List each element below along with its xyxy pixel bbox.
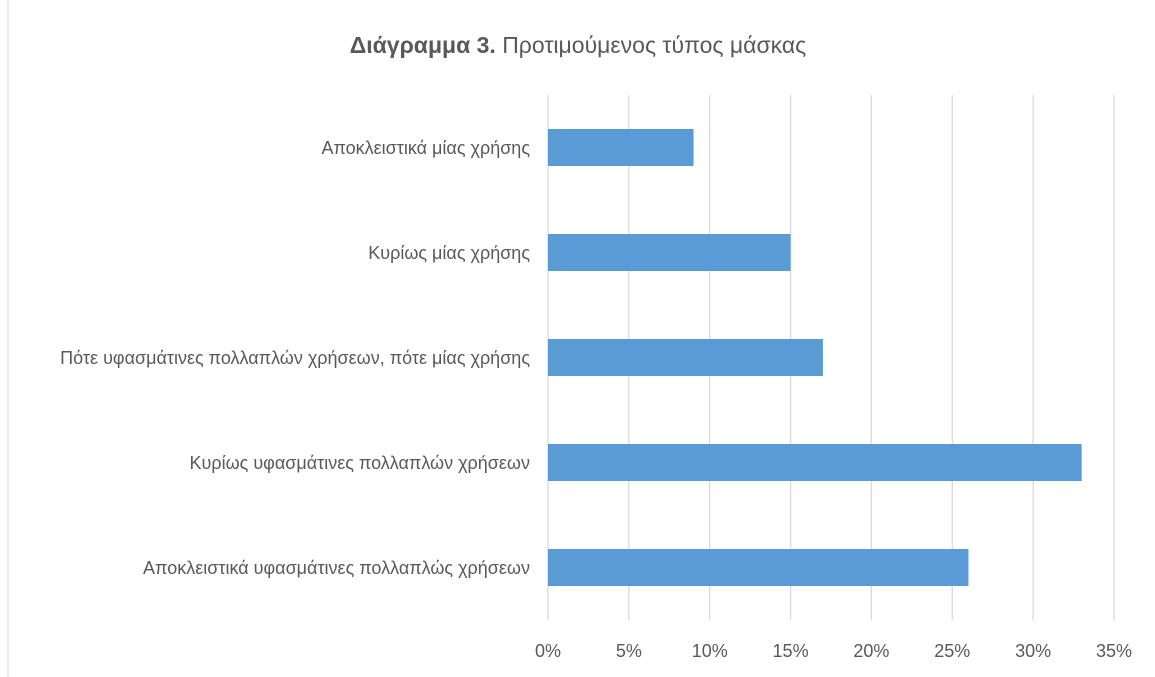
bar <box>548 129 694 166</box>
title-text: Προτιμούμενος τύπος μάσκας <box>502 32 806 58</box>
title-bold: Διάγραμμα 3. <box>350 32 496 58</box>
chart-border <box>7 0 9 677</box>
chart-title: Διάγραμμα 3. Προτιμούμενος τύπος μάσκας <box>350 32 807 58</box>
bar <box>548 234 791 271</box>
x-tick-label: 5% <box>616 641 642 661</box>
bar <box>548 549 969 586</box>
y-tick-label: Πότε υφασμάτινες πολλαπλών χρήσεων, πότε… <box>60 347 530 368</box>
x-tick-label: 0% <box>535 641 561 661</box>
x-tick-label: 15% <box>773 641 809 661</box>
x-tick-label: 20% <box>853 641 889 661</box>
bar <box>548 339 823 376</box>
x-tick-label: 30% <box>1015 641 1051 661</box>
x-tick-label: 10% <box>692 641 728 661</box>
x-tick-label: 25% <box>934 641 970 661</box>
y-tick-label: Κυρίως υφασμάτινες πολλαπλών χρήσεων <box>189 452 531 473</box>
y-tick-label: Κυρίως μίας χρήσης <box>368 242 530 263</box>
bar <box>548 444 1082 481</box>
y-tick-label: Αποκλειστικά μίας χρήσης <box>321 137 530 158</box>
x-tick-label: 35% <box>1096 641 1132 661</box>
y-tick-label: Αποκλειστικά υφασμάτινες πολλαπλώς χρήσε… <box>143 557 530 578</box>
